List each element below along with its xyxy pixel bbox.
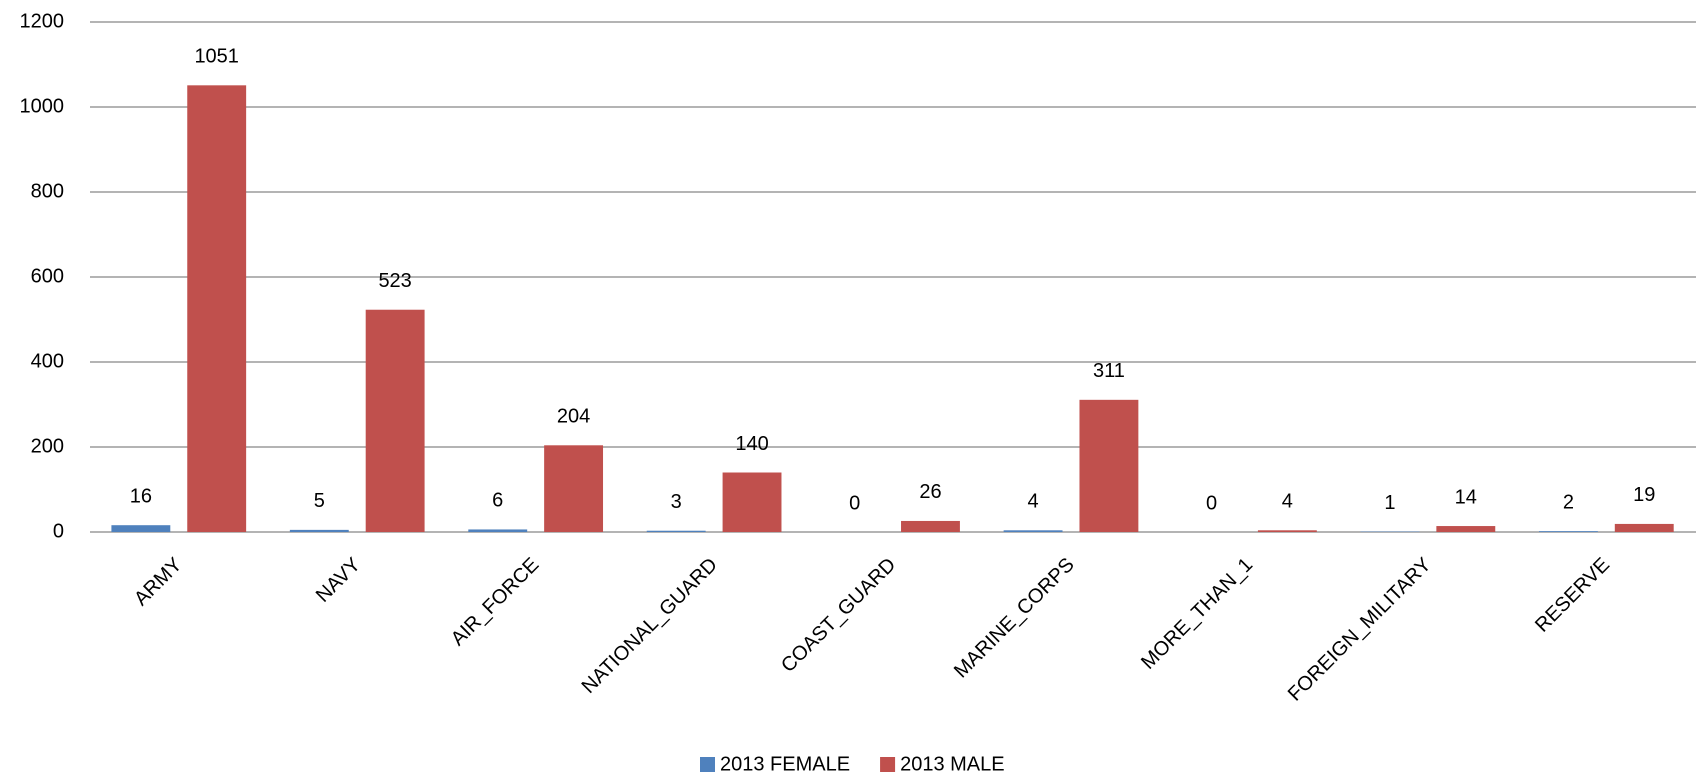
data-label: 14 [1455, 486, 1477, 508]
data-label: 311 [1093, 360, 1125, 382]
data-label: 26 [919, 481, 941, 503]
y-tick-label: 600 [31, 265, 64, 287]
data-label: 5 [314, 490, 325, 512]
bar [111, 525, 171, 532]
bar [468, 529, 528, 532]
data-label: 523 [378, 270, 411, 292]
x-tick-label: AIR_FORCE [447, 554, 543, 650]
data-label: 2 [1563, 491, 1574, 513]
x-tick-label: NAVY [312, 554, 365, 607]
bar [187, 85, 247, 532]
bar [289, 529, 349, 532]
data-label: 4 [1282, 491, 1293, 513]
y-tick-label: 800 [31, 180, 64, 202]
data-label: 1 [1384, 492, 1395, 514]
y-tick-label: 400 [31, 350, 64, 372]
bar [722, 472, 782, 532]
data-label: 140 [735, 433, 768, 455]
x-tick-label: MARINE_CORPS [950, 554, 1079, 683]
x-tick-label: ARMY [130, 554, 186, 610]
bar [901, 520, 960, 532]
data-label: 4 [1028, 491, 1039, 513]
y-tick-label: 1000 [20, 95, 65, 117]
y-tick-label: 0 [53, 520, 64, 542]
x-tick-label: MORE_THAN_1 [1137, 554, 1257, 674]
bar [544, 445, 604, 532]
bar [1538, 531, 1598, 532]
x-tick-label: FOREIGN_MILITARY [1284, 554, 1436, 706]
y-tick-label: 200 [31, 435, 64, 457]
bar [1257, 530, 1317, 532]
bar [1436, 526, 1496, 532]
y-tick-label: 1200 [20, 10, 65, 32]
data-label: 16 [130, 485, 152, 507]
legend-swatch [700, 757, 715, 772]
bar [646, 530, 706, 532]
legend-label: 2013 FEMALE [720, 753, 850, 775]
data-label: 0 [849, 492, 860, 514]
data-label: 204 [557, 406, 590, 428]
x-tick-label: RESERVE [1531, 554, 1614, 637]
data-label: 3 [671, 491, 682, 513]
data-label: 0 [1206, 492, 1217, 514]
bar [1614, 523, 1674, 532]
bar [1003, 530, 1063, 532]
x-tick-label: NATIONAL_GUARD [578, 554, 722, 698]
x-tick-label: COAST_GUARD [777, 554, 900, 677]
data-label: 1051 [194, 46, 239, 68]
bar [365, 309, 425, 532]
bar [1079, 399, 1139, 532]
data-label: 19 [1633, 484, 1655, 506]
legend-swatch [880, 757, 896, 772]
data-label: 6 [492, 490, 503, 512]
legend-label: 2013 MALE [900, 753, 1005, 775]
